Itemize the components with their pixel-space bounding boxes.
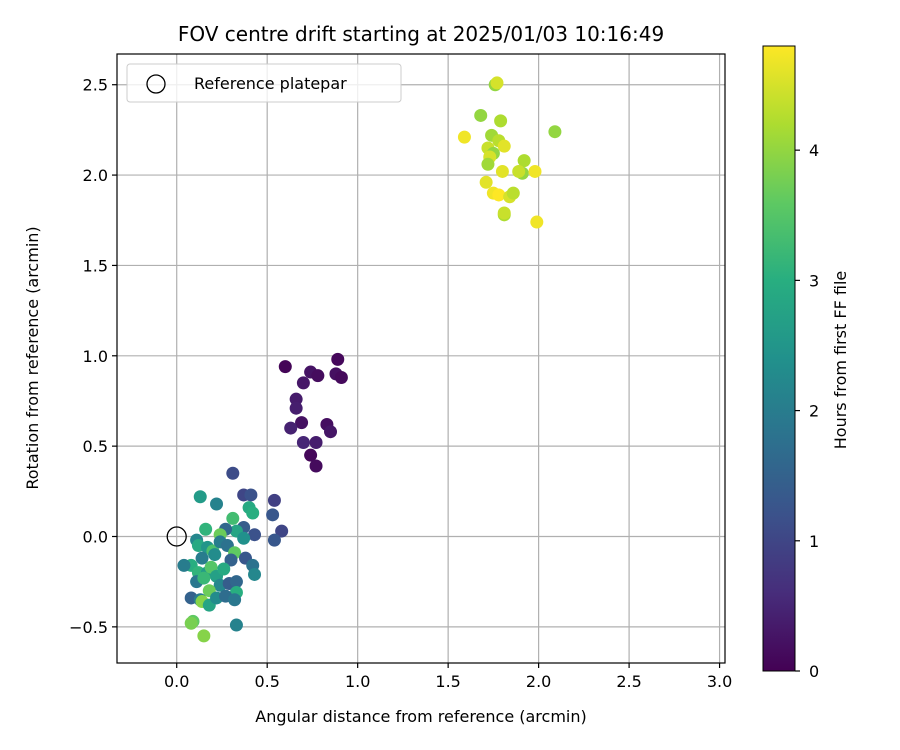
data-point xyxy=(210,497,224,511)
data-point xyxy=(494,114,508,128)
data-point xyxy=(548,125,562,139)
colorbar-ticks: 0 1 2 3 4 xyxy=(795,141,819,681)
data-point xyxy=(506,186,520,200)
y-tick-label: −0.5 xyxy=(69,618,108,637)
data-point xyxy=(457,130,471,144)
data-point xyxy=(197,571,211,585)
data-point xyxy=(492,188,506,202)
data-point xyxy=(309,459,323,473)
y-tick-label: 2.0 xyxy=(83,166,108,185)
data-point xyxy=(296,376,310,390)
data-point xyxy=(528,164,542,178)
legend-label: Reference platepar xyxy=(194,74,347,93)
data-point xyxy=(530,215,544,229)
data-point xyxy=(479,175,493,189)
plot-frame xyxy=(116,53,726,664)
reference-platepar-marker xyxy=(166,526,187,547)
data-point xyxy=(331,352,345,366)
legend-marker-icon xyxy=(146,74,166,94)
data-point xyxy=(481,157,495,171)
data-point xyxy=(284,421,298,435)
x-tick-label: 1.0 xyxy=(345,672,370,691)
data-point xyxy=(226,511,240,525)
data-point xyxy=(309,436,323,450)
data-point xyxy=(512,164,526,178)
data-point xyxy=(324,425,338,439)
data-point xyxy=(195,551,209,565)
data-point xyxy=(278,360,292,374)
x-tick-label: 2.0 xyxy=(526,672,551,691)
data-point xyxy=(497,206,511,220)
data-point xyxy=(197,629,211,643)
colorbar: 0 1 2 3 4 Hours from first FF file xyxy=(762,45,850,681)
data-points xyxy=(177,76,562,643)
colorbar-tick-label: 0 xyxy=(809,662,819,681)
data-point xyxy=(304,448,318,462)
data-point xyxy=(248,528,262,542)
reference-marker xyxy=(166,526,187,547)
colorbar-tick-label: 2 xyxy=(809,402,819,421)
colorbar-gradient xyxy=(762,45,796,672)
x-tick-label: 0.5 xyxy=(254,672,279,691)
legend: Reference platepar xyxy=(126,63,402,103)
data-point xyxy=(208,548,222,562)
data-point xyxy=(237,531,251,545)
data-point xyxy=(248,567,262,581)
y-tick-label: 0.0 xyxy=(83,528,108,547)
colorbar-tick-label: 3 xyxy=(809,271,819,290)
x-axis-label: Angular distance from reference (arcmin) xyxy=(255,707,586,726)
grid-lines xyxy=(117,54,725,663)
y-tick-label: 1.0 xyxy=(83,347,108,366)
x-axis-ticks: 0.0 0.5 1.0 1.5 2.0 2.5 3.0 xyxy=(164,663,732,691)
data-point xyxy=(490,76,504,90)
data-point xyxy=(266,508,280,522)
x-tick-label: 0.0 xyxy=(164,672,189,691)
data-point xyxy=(474,108,488,122)
data-point xyxy=(267,533,281,547)
data-point xyxy=(311,369,325,383)
data-point xyxy=(246,506,260,520)
x-tick-label: 1.5 xyxy=(435,672,460,691)
x-tick-label: 3.0 xyxy=(707,672,732,691)
data-point xyxy=(334,370,348,384)
data-point xyxy=(275,524,289,538)
data-point xyxy=(289,401,303,415)
data-point xyxy=(229,575,243,589)
colorbar-label: Hours from first FF file xyxy=(831,271,850,450)
data-point xyxy=(296,436,310,450)
data-point xyxy=(217,562,231,576)
colorbar-tick-label: 4 xyxy=(809,141,819,160)
data-point xyxy=(295,416,309,430)
legend-box xyxy=(126,63,402,103)
chart-title: FOV centre drift starting at 2025/01/03 … xyxy=(178,22,664,46)
y-axis-ticks: −0.5 0.0 0.5 1.0 1.5 2.0 2.5 xyxy=(69,76,117,637)
data-point xyxy=(177,558,191,572)
data-point xyxy=(289,392,303,406)
data-point xyxy=(226,466,240,480)
data-point xyxy=(244,488,258,502)
data-point xyxy=(199,522,213,536)
y-tick-label: 1.5 xyxy=(83,256,108,275)
y-tick-label: 2.5 xyxy=(83,76,108,95)
data-point xyxy=(517,154,531,168)
colorbar-tick-label: 1 xyxy=(809,532,819,551)
data-point xyxy=(224,553,238,567)
data-point xyxy=(184,616,198,630)
data-point xyxy=(495,164,509,178)
data-point xyxy=(228,593,242,607)
y-axis-label: Rotation from reference (arcmin) xyxy=(23,226,42,489)
data-point xyxy=(193,490,207,504)
data-point xyxy=(267,493,281,507)
y-tick-label: 0.5 xyxy=(83,437,108,456)
data-point xyxy=(497,139,511,153)
x-tick-label: 2.5 xyxy=(616,672,641,691)
data-point xyxy=(229,618,243,632)
